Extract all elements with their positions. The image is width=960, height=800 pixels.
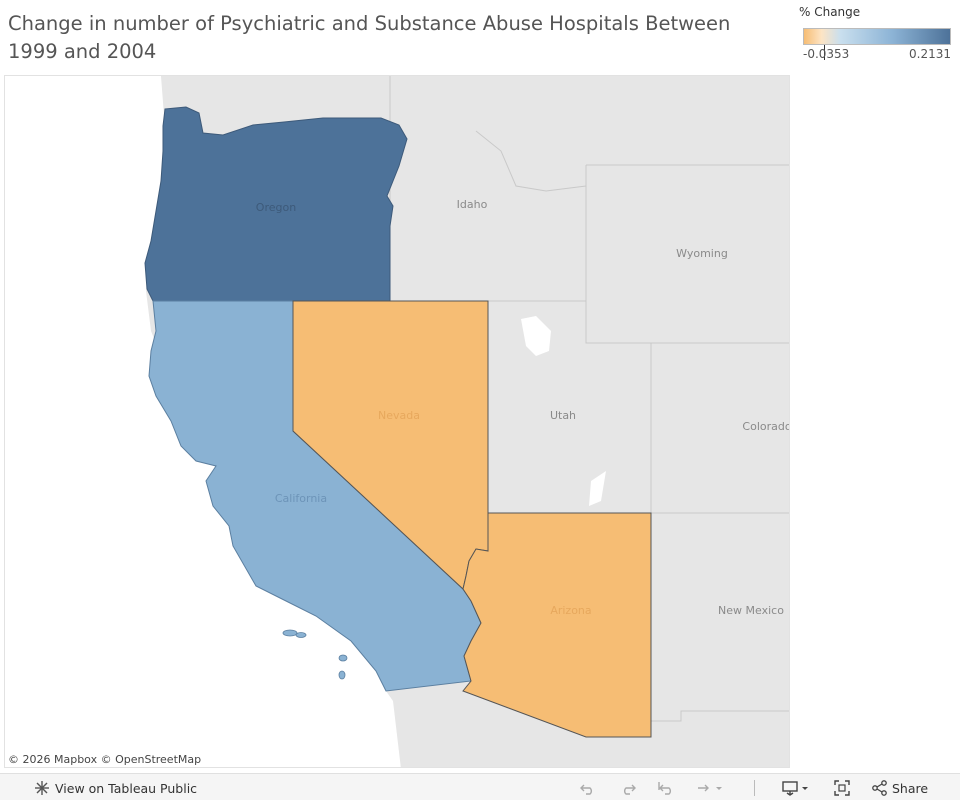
view-on-tableau-button[interactable]: View on Tableau Public: [32, 778, 197, 798]
channel-islands: [282, 629, 348, 680]
lake-powell: [589, 471, 606, 506]
great-salt-lake: [521, 316, 551, 356]
page-title: Change in number of Psychiatric and Subs…: [8, 12, 731, 63]
fullscreen-button[interactable]: [832, 778, 852, 798]
share-icon: [872, 780, 887, 796]
label-nevada: Nevada: [378, 409, 420, 422]
legend-max-label: 0.2131: [909, 47, 951, 61]
share-label: Share: [892, 780, 929, 796]
undo-button[interactable]: [578, 778, 598, 798]
chevron-down-icon: [802, 787, 808, 790]
revert-icon: [658, 782, 671, 795]
label-california: California: [275, 492, 327, 505]
share-button[interactable]: Share: [870, 778, 928, 798]
chevron-down-icon: [716, 787, 722, 790]
label-new-mexico: New Mexico: [718, 604, 784, 617]
label-arizona: Arizona: [550, 604, 591, 617]
revert-button[interactable]: [656, 778, 676, 798]
toolbar-divider: [754, 780, 755, 796]
label-wyoming: Wyoming: [676, 247, 728, 260]
legend-min-label: -0.0353: [803, 47, 850, 61]
map-view[interactable]: Oregon California Nevada Arizona Idaho W…: [4, 75, 790, 768]
label-utah: Utah: [550, 409, 576, 422]
fullscreen-icon: [834, 780, 850, 796]
color-legend[interactable]: % Change -0.0353 0.2131: [799, 5, 955, 65]
state-arizona[interactable]: [462, 512, 652, 738]
label-idaho: Idaho: [457, 198, 488, 211]
map-svg[interactable]: Oregon California Nevada Arizona Idaho W…: [5, 76, 790, 768]
legend-title: % Change: [799, 5, 861, 19]
refresh-icon: [698, 784, 709, 792]
redo-button[interactable]: [618, 778, 638, 798]
view-on-tableau-label: View on Tableau Public: [55, 780, 198, 796]
bottom-toolbar: View on Tableau Public Share: [0, 773, 960, 800]
label-oregon: Oregon: [256, 201, 296, 214]
undo-icon: [580, 784, 592, 795]
download-button[interactable]: [780, 778, 810, 798]
refresh-button[interactable]: [694, 778, 724, 798]
label-colorado: Colorado: [742, 420, 790, 433]
map-attribution[interactable]: © 2026 Mapbox © OpenStreetMap: [8, 753, 202, 766]
state-oregon[interactable]: [144, 106, 408, 302]
legend-zero-marker: [824, 45, 825, 60]
legend-gradient-bar: [803, 28, 951, 45]
redo-icon: [624, 784, 636, 795]
download-icon: [782, 781, 798, 796]
tableau-logo-icon: [35, 781, 49, 795]
